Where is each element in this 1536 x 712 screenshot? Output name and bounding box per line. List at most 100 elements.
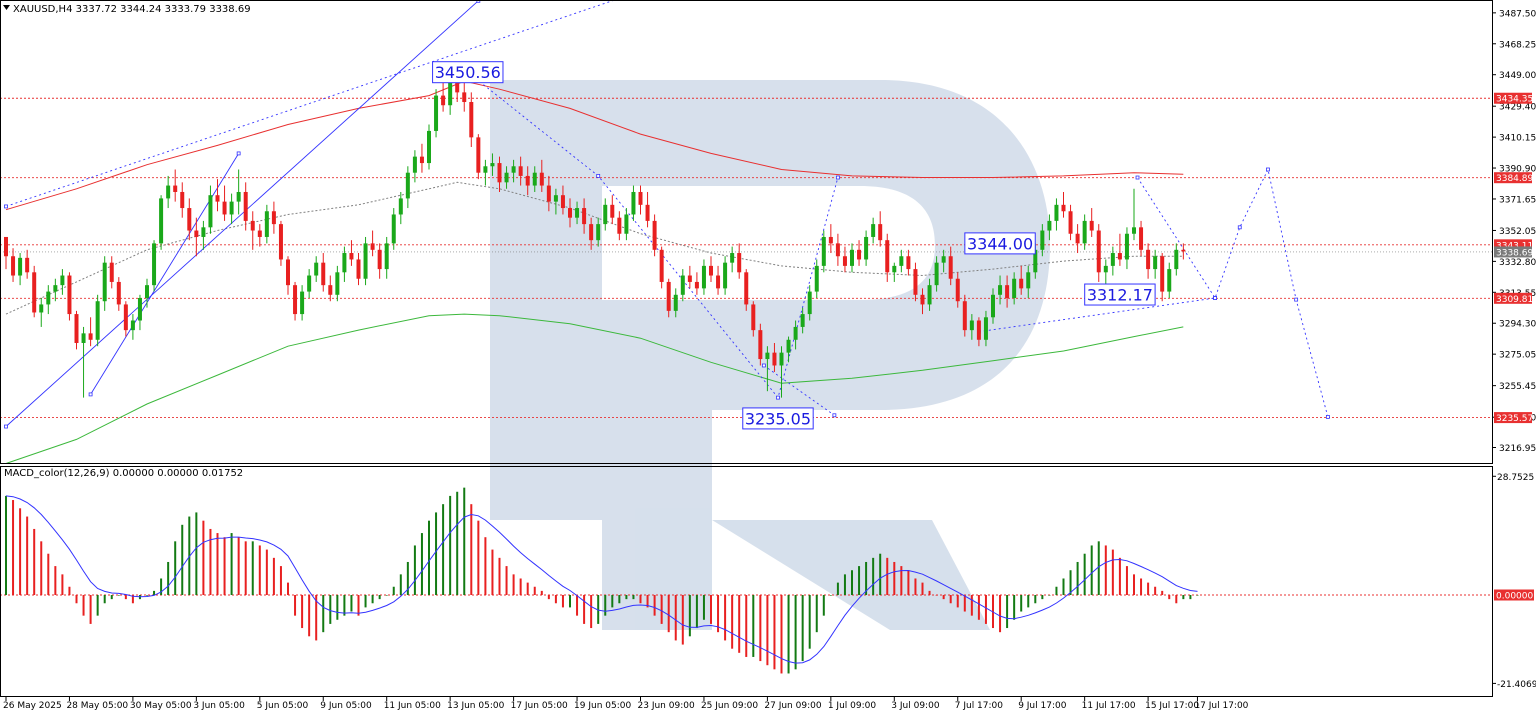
macd-histogram-bar[interactable] bbox=[456, 491, 459, 596]
macd-histogram-bar[interactable] bbox=[209, 528, 212, 596]
candle-body[interactable] bbox=[1117, 253, 1122, 260]
macd-histogram-bar[interactable] bbox=[1062, 578, 1065, 596]
candle-body[interactable] bbox=[405, 172, 410, 199]
candle-body[interactable] bbox=[370, 243, 375, 250]
macd-histogram-bar[interactable] bbox=[780, 595, 783, 674]
candle-body[interactable] bbox=[1005, 285, 1010, 299]
candle-body[interactable] bbox=[1075, 233, 1080, 244]
macd-histogram-bar[interactable] bbox=[1196, 595, 1199, 596]
macd-histogram-bar[interactable] bbox=[526, 582, 529, 596]
candle-body[interactable] bbox=[1054, 204, 1059, 221]
macd-histogram-bar[interactable] bbox=[1161, 590, 1164, 596]
macd-histogram-bar[interactable] bbox=[61, 574, 64, 596]
macd-histogram-bar[interactable] bbox=[970, 595, 973, 616]
macd-histogram-bar[interactable] bbox=[287, 582, 289, 596]
candle-body[interactable] bbox=[575, 208, 580, 218]
macd-histogram-bar[interactable] bbox=[484, 537, 487, 596]
macd-histogram-bar[interactable] bbox=[343, 595, 346, 616]
macd-histogram-bar[interactable] bbox=[724, 595, 727, 641]
candle-body[interactable] bbox=[701, 265, 706, 289]
macd-histogram-bar[interactable] bbox=[745, 595, 748, 657]
trend-line[interactable] bbox=[763, 365, 835, 416]
macd-histogram-bar[interactable] bbox=[371, 595, 374, 604]
candle-body[interactable] bbox=[772, 352, 777, 366]
macd-histogram-bar[interactable] bbox=[1090, 545, 1093, 596]
macd-histogram-bar[interactable] bbox=[611, 595, 614, 608]
macd-histogram-bar[interactable] bbox=[1111, 549, 1114, 596]
candle-body[interactable] bbox=[53, 285, 58, 292]
macd-histogram-bar[interactable] bbox=[836, 582, 839, 596]
candle-body[interactable] bbox=[758, 330, 763, 360]
candle-body[interactable] bbox=[1096, 230, 1101, 273]
macd-histogram-bar[interactable] bbox=[639, 595, 642, 604]
candle-body[interactable] bbox=[511, 166, 516, 173]
candle-body[interactable] bbox=[596, 224, 601, 241]
candle-body[interactable] bbox=[779, 352, 784, 366]
candle-body[interactable] bbox=[582, 208, 587, 225]
candle-body[interactable] bbox=[130, 320, 135, 331]
candle-body[interactable] bbox=[1089, 220, 1094, 231]
macd-histogram-bar[interactable] bbox=[498, 557, 501, 596]
candle-body[interactable] bbox=[687, 275, 692, 282]
macd-histogram-bar[interactable] bbox=[82, 595, 85, 616]
macd-histogram-bar[interactable] bbox=[717, 595, 720, 633]
macd-histogram-bar[interactable] bbox=[1189, 595, 1192, 600]
macd-histogram-bar[interactable] bbox=[1069, 570, 1072, 596]
candle-body[interactable] bbox=[878, 224, 883, 241]
candle-body[interactable] bbox=[180, 191, 185, 209]
macd-histogram-bar[interactable] bbox=[378, 595, 381, 600]
macd-histogram-bar[interactable] bbox=[759, 595, 762, 662]
macd-histogram-bar[interactable] bbox=[420, 533, 423, 596]
trend-line-anchor[interactable] bbox=[1135, 175, 1140, 180]
candle-body[interactable] bbox=[941, 256, 946, 263]
macd-histogram-bar[interactable] bbox=[308, 595, 311, 637]
candle-body[interactable] bbox=[553, 195, 558, 202]
candle-body[interactable] bbox=[1174, 249, 1179, 270]
macd-histogram-bar[interactable] bbox=[801, 595, 804, 662]
macd-histogram-bar[interactable] bbox=[294, 595, 297, 616]
candle-body[interactable] bbox=[892, 265, 897, 273]
candle-body[interactable] bbox=[173, 185, 178, 192]
candle-body[interactable] bbox=[504, 172, 509, 183]
candle-body[interactable] bbox=[271, 211, 276, 225]
candle-body[interactable] bbox=[187, 208, 192, 231]
macd-histogram-bar[interactable] bbox=[822, 595, 825, 616]
candle-body[interactable] bbox=[652, 220, 657, 250]
macd-histogram-bar[interactable] bbox=[435, 512, 438, 596]
macd-histogram-bar[interactable] bbox=[999, 595, 1002, 633]
macd-histogram-bar[interactable] bbox=[646, 595, 649, 608]
candle-body[interactable] bbox=[342, 253, 347, 273]
candle-body[interactable] bbox=[991, 294, 995, 318]
macd-histogram-bar[interactable] bbox=[879, 553, 882, 596]
macd-histogram-bar[interactable] bbox=[1027, 595, 1030, 608]
candle-body[interactable] bbox=[645, 204, 650, 221]
macd-histogram-bar[interactable] bbox=[851, 570, 853, 596]
macd-histogram-bar[interactable] bbox=[146, 595, 148, 596]
macd-histogram-bar[interactable] bbox=[942, 595, 945, 600]
candle-body[interactable] bbox=[737, 253, 742, 273]
candle-body[interactable] bbox=[709, 265, 713, 276]
candle-body[interactable] bbox=[539, 172, 544, 186]
macd-histogram-bar[interactable] bbox=[110, 595, 113, 600]
macd-histogram-bar[interactable] bbox=[674, 595, 677, 641]
candle-body[interactable] bbox=[913, 269, 918, 295]
macd-histogram-bar[interactable] bbox=[463, 487, 466, 596]
candle-body[interactable] bbox=[906, 256, 911, 270]
macd-histogram-bar[interactable] bbox=[167, 561, 170, 596]
macd-histogram-bar[interactable] bbox=[75, 595, 78, 604]
macd-histogram-bar[interactable] bbox=[858, 566, 861, 596]
candle-body[interactable] bbox=[462, 92, 467, 103]
candle-body[interactable] bbox=[377, 249, 382, 270]
macd-histogram-bar[interactable] bbox=[103, 595, 106, 604]
candle-body[interactable] bbox=[1033, 249, 1038, 273]
macd-histogram-bar[interactable] bbox=[632, 595, 635, 600]
macd-histogram-bar[interactable] bbox=[710, 595, 712, 624]
candle-body[interactable] bbox=[123, 304, 128, 331]
candle-body[interactable] bbox=[1167, 269, 1172, 292]
candle-body[interactable] bbox=[109, 262, 114, 282]
macd-histogram-bar[interactable] bbox=[1133, 574, 1135, 596]
trend-line-anchor[interactable] bbox=[832, 413, 837, 418]
macd-histogram-bar[interactable] bbox=[251, 541, 254, 596]
macd-histogram-bar[interactable] bbox=[237, 537, 240, 596]
